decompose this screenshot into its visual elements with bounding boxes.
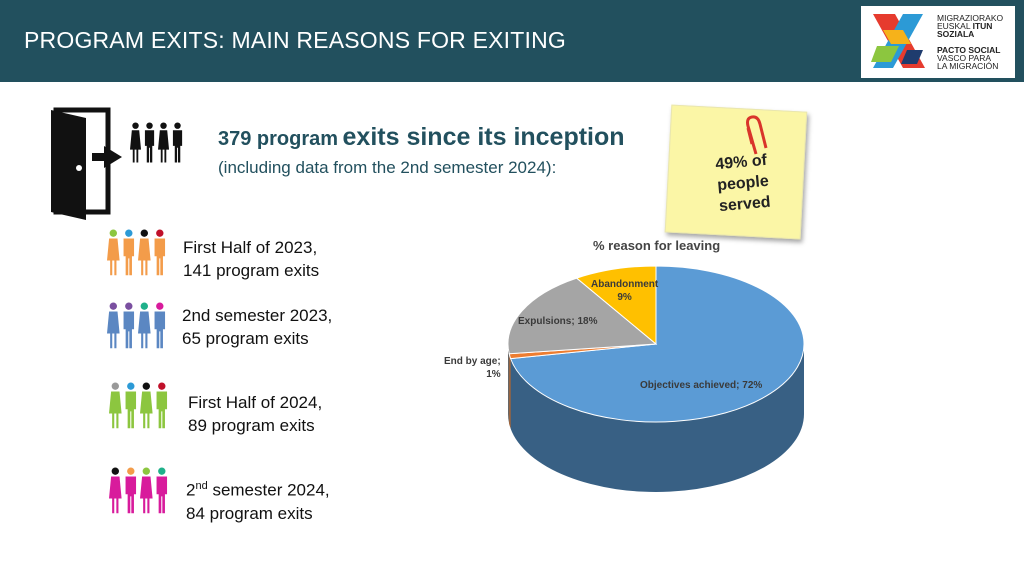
period-count: 84 program exits xyxy=(186,503,313,523)
page-title: PROGRAM EXITS: MAIN REASONS FOR EXITING xyxy=(24,27,566,53)
period-label: First Half of 2023, xyxy=(183,238,318,257)
period-2024-h1: First Half of 2024, 89 program exits xyxy=(188,391,322,437)
logo: MIGRAZIORAKO EUSKAL ITUN SOZIALA PACTO S… xyxy=(861,6,1015,78)
period-2024-h2: 2nd semester 2024, 84 program exits xyxy=(186,475,330,525)
person-icon xyxy=(123,229,135,276)
headline-count: 379 program xyxy=(218,128,339,150)
person-icon xyxy=(125,467,137,514)
paperclip-icon xyxy=(746,115,768,155)
pie-slice xyxy=(507,277,658,355)
pie-slice-side xyxy=(509,353,511,429)
headline: 379 program exits since its inception xyxy=(218,123,625,152)
person-icon xyxy=(154,229,166,276)
period-label: First Half of 2024, xyxy=(188,393,323,412)
logo-text-2b: ITUN xyxy=(972,21,993,31)
person-icon xyxy=(109,467,122,514)
person-icon xyxy=(109,382,122,429)
people-icon-2023-h2 xyxy=(107,302,166,349)
person-icon xyxy=(138,302,151,349)
headline-rest: exits since its inception xyxy=(342,123,625,151)
pie-slice-label: End by age; 1% xyxy=(444,356,501,380)
pie-slice-side xyxy=(510,344,804,492)
sticky-note-text: 49% of people served xyxy=(685,147,800,219)
period-label: semester 2024, xyxy=(207,480,330,500)
person-icon xyxy=(158,122,170,163)
header-bar: PROGRAM EXITS: MAIN REASONS FOR EXITING … xyxy=(0,0,1024,82)
people-icon-2023-h1 xyxy=(107,229,166,276)
people-icon-2024-h2 xyxy=(109,467,168,514)
person-icon xyxy=(156,467,168,514)
period-2023-h1: First Half of 2023, 141 program exits xyxy=(183,236,319,282)
pie-slice-label: Abandonment 9% xyxy=(591,279,659,303)
person-icon xyxy=(140,467,153,514)
person-icon xyxy=(156,382,168,429)
period-count: 65 program exits xyxy=(182,329,309,348)
person-icon xyxy=(140,382,153,429)
pie-slice-label: Objectives achieved; 72% xyxy=(640,380,763,391)
logo-text-4: PACTO SOCIAL xyxy=(937,45,1001,55)
period-count: 141 program exits xyxy=(183,261,320,280)
period-label: 2nd semester 2023, xyxy=(182,306,333,325)
period-count: 89 program exits xyxy=(188,416,315,435)
exit-door-icon xyxy=(51,107,122,220)
period-sup-pre: 2 xyxy=(186,480,196,500)
person-icon xyxy=(125,382,137,429)
people-group-icon xyxy=(130,122,183,163)
logo-text-3: SOZIALA xyxy=(937,29,975,39)
pie-slice xyxy=(575,265,657,346)
person-icon xyxy=(138,229,151,276)
person-icon xyxy=(154,302,166,349)
chart-title: % reason for leaving xyxy=(593,238,721,253)
headline-subtitle: (including data from the 2nd semester 20… xyxy=(218,158,557,177)
pie-slice-label: Expulsions; 18% xyxy=(518,316,598,327)
person-icon xyxy=(123,302,135,349)
pie-slice xyxy=(509,265,805,423)
logo-text-2a: EUSKAL xyxy=(937,21,973,31)
logo-text-1: MIGRAZIORAKO xyxy=(937,13,1004,23)
logo-text-6: LA MIGRACIÓN xyxy=(937,61,999,71)
pie-chart xyxy=(507,265,805,492)
person-icon xyxy=(144,122,155,163)
person-icon xyxy=(172,122,183,163)
person-icon xyxy=(107,302,120,349)
period-2023-h2: 2nd semester 2023, 65 program exits xyxy=(182,304,332,350)
people-icon-2024-h1 xyxy=(109,382,168,429)
person-icon xyxy=(107,229,120,276)
pie-slice-side xyxy=(508,344,510,424)
logo-text-5: VASCO PARA xyxy=(937,53,992,63)
logo-mark-icon xyxy=(871,14,925,68)
period-sup: nd xyxy=(195,480,208,492)
person-icon xyxy=(130,122,142,163)
